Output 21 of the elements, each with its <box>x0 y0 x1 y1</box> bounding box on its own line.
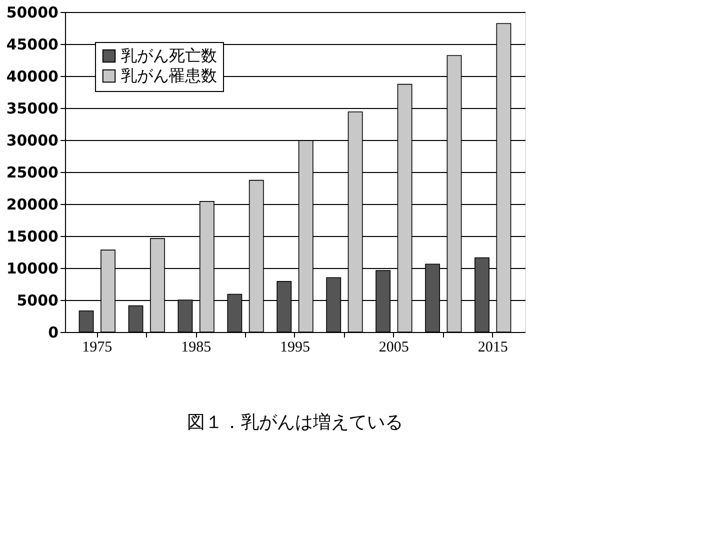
x-tick-label: 2005 <box>378 340 409 356</box>
y-tick-label: 10000 <box>6 260 58 278</box>
y-tick-label: 50000 <box>6 4 58 22</box>
bar <box>128 305 144 332</box>
y-tick-label: 35000 <box>6 100 58 118</box>
x-tick-label: 1985 <box>181 340 212 356</box>
y-tick-label: 25000 <box>6 164 58 182</box>
y-tick-label: 5000 <box>16 292 58 310</box>
x-tick-label: 1975 <box>82 340 112 356</box>
y-tick-label: 30000 <box>6 132 58 150</box>
x-tick-label: 1995 <box>280 340 310 356</box>
y-tick-label: 45000 <box>6 36 58 54</box>
y-tick-label: 15000 <box>6 228 58 246</box>
legend-label: 乳がん死亡数 <box>121 46 217 65</box>
text: 図１．乳がんは増えている <box>187 412 403 433</box>
bar <box>78 310 94 332</box>
y-tick-label: 0 <box>48 324 58 342</box>
y-tick-label: 40000 <box>6 68 58 86</box>
y-tick-label: 20000 <box>6 196 58 214</box>
legend-label: 乳がん罹患数 <box>121 66 217 85</box>
x-tick-label: 2015 <box>478 340 508 356</box>
